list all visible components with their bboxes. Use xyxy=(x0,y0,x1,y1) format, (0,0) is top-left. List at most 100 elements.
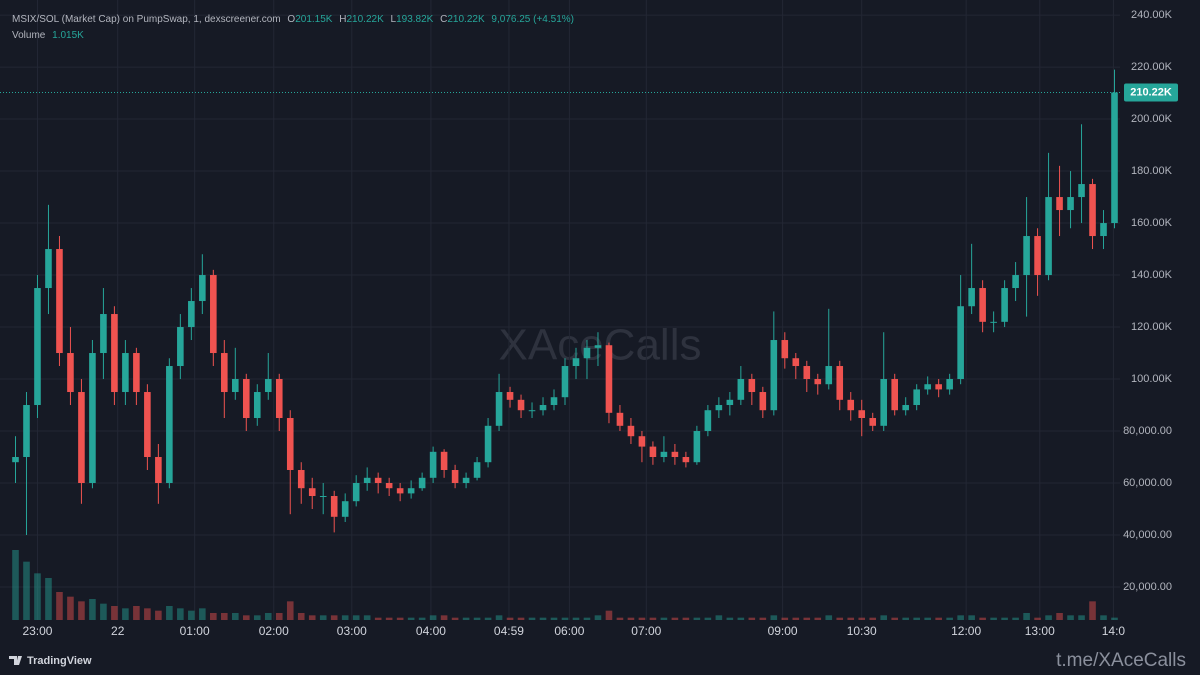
volume-bar xyxy=(1056,613,1063,620)
volume-bar xyxy=(913,617,920,620)
candle-body xyxy=(166,366,173,484)
x-tick-label: 09:00 xyxy=(768,624,798,638)
candle-body xyxy=(528,410,536,412)
legend-title: MSIX/SOL (Market Cap) on PumpSwap, 1, de… xyxy=(12,14,281,25)
volume-bar xyxy=(111,606,118,620)
volume-bar xyxy=(935,617,942,620)
x-tick-label: 13:00 xyxy=(1025,624,1055,638)
candle-body xyxy=(748,379,756,393)
x-tick-label: 04:00 xyxy=(416,624,446,638)
x-tick-label: 01:00 xyxy=(180,624,210,638)
volume-bar xyxy=(418,617,426,620)
candle-body xyxy=(451,470,459,484)
candle-body xyxy=(704,410,712,432)
volume-bar xyxy=(869,617,877,620)
volume-bar xyxy=(704,617,712,620)
volume-bar xyxy=(199,608,206,620)
x-tick-label: 03:00 xyxy=(337,624,367,638)
candle-body xyxy=(583,347,591,359)
candle-body xyxy=(825,366,833,385)
legend-value: 193.82K xyxy=(396,14,434,25)
volume-bar xyxy=(748,617,756,620)
candle-body xyxy=(759,392,767,411)
candle-body xyxy=(1023,236,1030,276)
volume-bar xyxy=(155,610,162,620)
volume-bar xyxy=(100,603,107,620)
candle-body xyxy=(1100,223,1107,237)
candle-body xyxy=(1034,236,1041,276)
candle-body xyxy=(177,327,184,367)
x-tick-label: 10:30 xyxy=(847,624,877,638)
legend-key: Volume xyxy=(12,30,46,41)
volume-bar xyxy=(286,601,294,620)
x-tick-label: 07:00 xyxy=(631,624,661,638)
volume-bar xyxy=(385,617,393,620)
volume-bar xyxy=(847,617,855,620)
candle-body xyxy=(473,462,481,478)
candle-body xyxy=(979,288,986,322)
legend-value: 210.22K xyxy=(447,14,485,25)
x-tick-label: 02:00 xyxy=(259,624,289,638)
volume-bar xyxy=(242,615,250,620)
volume-bar xyxy=(221,613,228,620)
candle-body xyxy=(1001,288,1008,322)
legend-value: 1.015K xyxy=(52,30,84,41)
candle-body xyxy=(122,353,129,393)
volume-bar xyxy=(429,615,437,620)
candle-body xyxy=(594,345,602,348)
y-tick-label: 180.00K xyxy=(1131,165,1173,177)
volume-bar xyxy=(682,617,690,620)
volume-bar xyxy=(12,550,19,620)
volume-bar xyxy=(451,617,459,620)
candle-body xyxy=(352,483,360,502)
candle-body xyxy=(737,379,745,400)
candle-body xyxy=(924,384,931,390)
candle-body xyxy=(199,275,206,302)
candle-body xyxy=(155,457,162,484)
candle-body xyxy=(12,457,19,463)
candle-body xyxy=(1111,92,1118,224)
candle-body xyxy=(605,345,613,413)
volume-bar xyxy=(550,617,558,620)
volume-bar xyxy=(1045,615,1052,620)
legend-value: 210.22K xyxy=(346,14,384,25)
candle-body xyxy=(264,379,272,393)
volume-bar xyxy=(45,578,52,620)
candle-body xyxy=(858,410,866,419)
candle-body xyxy=(56,249,63,354)
candle-body xyxy=(1045,197,1052,276)
candle-body xyxy=(803,366,811,380)
candle-body xyxy=(286,418,294,471)
volume-bar xyxy=(616,617,624,620)
volume-bar xyxy=(1089,601,1096,620)
candle-body xyxy=(418,477,426,489)
candle-body xyxy=(275,379,283,419)
volume-bar xyxy=(188,610,195,620)
candle-body xyxy=(495,392,503,426)
volume-bar xyxy=(275,613,283,620)
y-tick-label: 220.00K xyxy=(1131,61,1173,73)
candle-body xyxy=(968,288,975,307)
candle-body xyxy=(649,446,657,458)
volume-bar xyxy=(407,617,415,620)
y-tick-label: 40,000.00 xyxy=(1123,529,1172,541)
volume-bar xyxy=(880,615,888,620)
candle-body xyxy=(484,425,492,463)
candle-body xyxy=(539,405,547,411)
volume-bar xyxy=(1100,615,1107,620)
candle-body xyxy=(341,501,349,517)
volume-bar xyxy=(396,617,404,620)
volume-bar xyxy=(726,617,734,620)
volume-bar xyxy=(1078,615,1085,620)
legend-value: 201.15K xyxy=(295,14,333,25)
candle-body xyxy=(111,314,118,393)
candle-body xyxy=(34,288,41,406)
candle-body xyxy=(770,340,778,411)
volume-bar xyxy=(638,617,646,620)
candle-body xyxy=(671,451,679,458)
last-price-box xyxy=(1124,83,1178,102)
candle-body xyxy=(913,389,920,406)
candle-body xyxy=(374,477,382,484)
legend-key: C xyxy=(440,14,447,25)
volume-bar xyxy=(330,615,338,620)
